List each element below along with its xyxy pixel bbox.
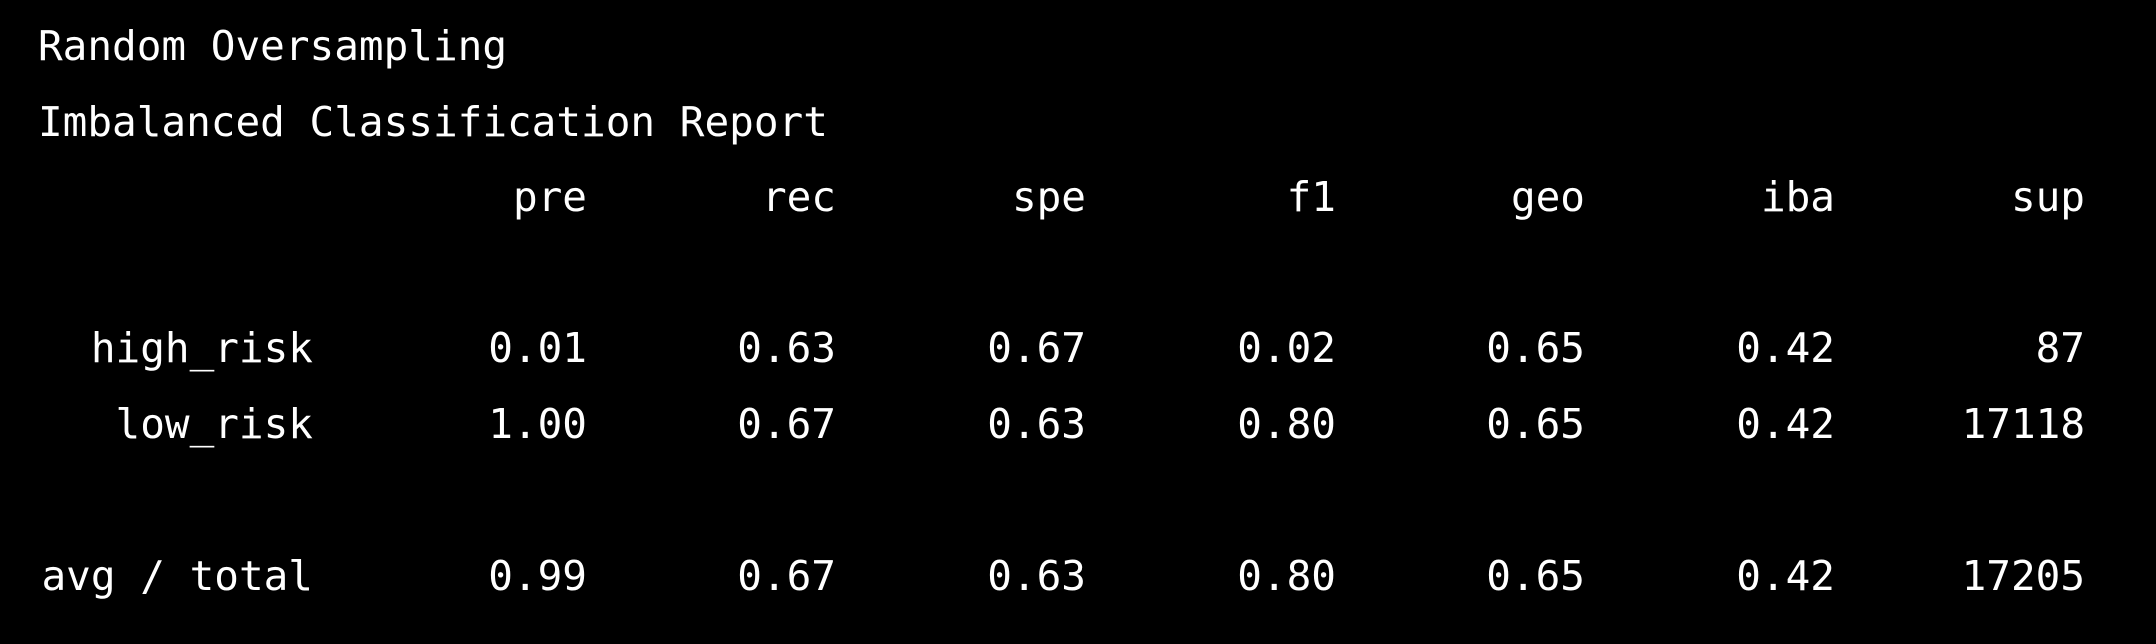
table-cell: 0.67	[737, 400, 836, 448]
table-cell: 0.42	[1736, 400, 1835, 448]
table-cell: 87	[2035, 324, 2085, 372]
table-cell: 0.65	[1486, 324, 1585, 372]
table-cell: 0.80	[1237, 400, 1336, 448]
column-header-f1: f1	[1286, 173, 1336, 221]
column-header-geo: geo	[1510, 173, 1585, 221]
table-cell: 0.80	[1237, 552, 1336, 600]
table-cell: 0.67	[737, 552, 836, 600]
table-cell: 0.67	[987, 324, 1086, 372]
table-cell: 0.63	[987, 552, 1086, 600]
column-header-iba: iba	[1760, 173, 1835, 221]
table-cell: 0.99	[488, 552, 587, 600]
table-cell: 17205	[1961, 552, 2085, 600]
table-cell: 0.42	[1736, 324, 1835, 372]
table-cell: 0.01	[488, 324, 587, 372]
table-cell: 0.02	[1237, 324, 1336, 372]
output-title: Random Oversampling	[38, 22, 507, 70]
table-cell: 0.65	[1486, 400, 1585, 448]
table-cell: 1.00	[488, 400, 587, 448]
table-cell: 0.42	[1736, 552, 1835, 600]
row-label-low-risk: low_risk	[115, 400, 313, 448]
table-cell: 0.63	[987, 400, 1086, 448]
row-label-avg-total: avg / total	[41, 552, 313, 600]
table-cell: 0.63	[737, 324, 836, 372]
column-header-pre: pre	[512, 173, 587, 221]
table-cell: 0.65	[1486, 552, 1585, 600]
report-heading: Imbalanced Classification Report	[38, 98, 828, 146]
column-header-sup: sup	[2010, 173, 2085, 221]
column-header-spe: spe	[1011, 173, 1086, 221]
row-label-high-risk: high_risk	[90, 324, 313, 372]
column-header-rec: rec	[761, 173, 836, 221]
table-cell: 17118	[1961, 400, 2085, 448]
